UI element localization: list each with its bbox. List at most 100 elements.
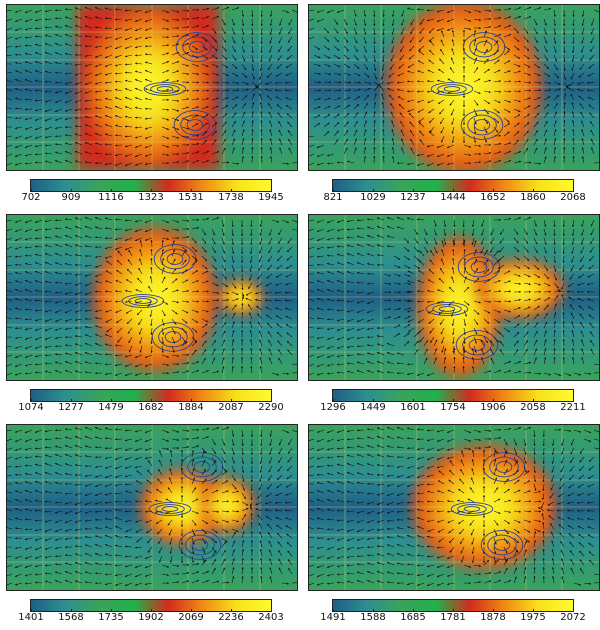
map-panel-1: 702 909 1116 1323 1531 1738 1945 xyxy=(6,4,298,210)
colorbar-tick: 2087 xyxy=(218,402,243,413)
colorbar-tick-mark xyxy=(191,609,192,612)
colorbar-tick-mark xyxy=(373,399,374,402)
colorbar-tick: 2068 xyxy=(560,192,585,203)
colorbar-tick-mark xyxy=(191,399,192,402)
field-map-svg xyxy=(7,215,297,380)
hot-region xyxy=(77,5,219,170)
colorbar-tick: 1682 xyxy=(138,402,163,413)
colorbar-tick: 1296 xyxy=(320,402,345,413)
colorbar-ticks: 1401 1568 1735 1902 2069 2236 2403 xyxy=(30,612,272,626)
field-map-svg xyxy=(7,5,297,170)
colorbar-tick-mark xyxy=(333,609,334,612)
colorbar-tick: 1491 xyxy=(320,612,345,623)
colorbar-tick: 1945 xyxy=(258,192,283,203)
colorbar-tick-mark xyxy=(453,189,454,192)
colorbar-tick: 1754 xyxy=(440,402,465,413)
colorbar-tick-mark xyxy=(413,609,414,612)
colorbar-tick-mark xyxy=(191,189,192,192)
colorbar-tick-mark xyxy=(31,609,32,612)
colorbar-tick: 1074 xyxy=(18,402,43,413)
colorbar-tick: 821 xyxy=(323,192,342,203)
colorbar-tick-mark xyxy=(453,609,454,612)
field-map xyxy=(6,4,298,171)
colorbar-tick: 1735 xyxy=(98,612,123,623)
colorbar-tick-mark xyxy=(271,399,272,402)
colorbar-tick: 2236 xyxy=(218,612,243,623)
colorbar-tick: 1685 xyxy=(400,612,425,623)
colorbar-tick: 1444 xyxy=(440,192,465,203)
colorbar-tick: 1401 xyxy=(18,612,43,623)
map-panel-2: 821 1029 1237 1444 1652 1860 2068 xyxy=(308,4,600,210)
colorbar-tick: 909 xyxy=(61,192,80,203)
colorbar-tick-mark xyxy=(31,399,32,402)
colorbar-tick-mark xyxy=(271,189,272,192)
colorbar-ticks: 821 1029 1237 1444 1652 1860 2068 xyxy=(332,192,574,206)
colorbar-tick-mark xyxy=(71,399,72,402)
field-map xyxy=(308,424,600,591)
colorbar-tick: 1878 xyxy=(480,612,505,623)
colorbar-tick-mark xyxy=(493,189,494,192)
colorbar-tick-mark xyxy=(573,609,574,612)
colorbar-tick-mark xyxy=(573,189,574,192)
colorbar-tick: 1116 xyxy=(98,192,123,203)
map-panel-5: 1401 1568 1735 1902 2069 2236 2403 xyxy=(6,424,298,630)
colorbar-tick: 1588 xyxy=(360,612,385,623)
colorbar-tick-mark xyxy=(31,189,32,192)
colorbar-tick: 2058 xyxy=(520,402,545,413)
colorbar-tick-mark xyxy=(71,189,72,192)
colorbar-tick: 2072 xyxy=(560,612,585,623)
colorbar-ticks: 702 909 1116 1323 1531 1738 1945 xyxy=(30,192,272,206)
colorbar-tick-mark xyxy=(111,189,112,192)
colorbar-ticks: 1074 1277 1479 1682 1884 2087 2290 xyxy=(30,402,272,416)
colorbar-tick: 1601 xyxy=(400,402,425,413)
colorbar-tick-mark xyxy=(533,609,534,612)
colorbar-tick: 1884 xyxy=(178,402,203,413)
colorbar-tick-mark xyxy=(111,399,112,402)
field-map-svg xyxy=(309,5,599,170)
colorbar-tick-mark xyxy=(373,609,374,612)
colorbar-tick-mark xyxy=(231,399,232,402)
colorbar-tick: 1277 xyxy=(58,402,83,413)
colorbar-tick-mark xyxy=(453,399,454,402)
colorbar-tick-mark xyxy=(151,399,152,402)
field-map-svg xyxy=(309,215,599,380)
field-map-svg xyxy=(309,425,599,590)
colorbar-tick: 2290 xyxy=(258,402,283,413)
colorbar-tick: 1029 xyxy=(360,192,385,203)
colorbar-tick-mark xyxy=(333,399,334,402)
colorbar-tick: 1652 xyxy=(480,192,505,203)
colorbar-tick-mark xyxy=(151,189,152,192)
map-panel-6: 1491 1588 1685 1781 1878 1975 2072 xyxy=(308,424,600,630)
colorbar-tick: 1860 xyxy=(520,192,545,203)
colorbar-tick-mark xyxy=(373,189,374,192)
colorbar-tick-mark xyxy=(231,189,232,192)
colorbar-tick-mark xyxy=(71,609,72,612)
field-map-svg xyxy=(7,425,297,590)
colorbar-tick-mark xyxy=(151,609,152,612)
colorbar-tick-mark xyxy=(413,189,414,192)
colorbar-tick: 1479 xyxy=(98,402,123,413)
colorbar-tick-mark xyxy=(413,399,414,402)
colorbar-tick-mark xyxy=(333,189,334,192)
colorbar-tick: 1449 xyxy=(360,402,385,413)
colorbar-tick-mark xyxy=(493,399,494,402)
colorbar-tick-mark xyxy=(231,609,232,612)
field-map xyxy=(308,4,600,171)
colorbar-tick: 1323 xyxy=(138,192,163,203)
colorbar-tick: 1975 xyxy=(520,612,545,623)
colorbar-tick: 702 xyxy=(21,192,40,203)
colorbar-tick-mark xyxy=(533,399,534,402)
colorbar-tick: 1738 xyxy=(218,192,243,203)
colorbar-tick: 1568 xyxy=(58,612,83,623)
colorbar-tick: 1902 xyxy=(138,612,163,623)
colorbar-tick: 1906 xyxy=(480,402,505,413)
colorbar-ticks: 1491 1588 1685 1781 1878 1975 2072 xyxy=(332,612,574,626)
colorbar-ticks: 1296 1449 1601 1754 1906 2058 2211 xyxy=(332,402,574,416)
colorbar-tick: 1237 xyxy=(400,192,425,203)
colorbar-tick: 2211 xyxy=(560,402,585,413)
map-panel-3: 1074 1277 1479 1682 1884 2087 2290 xyxy=(6,214,298,420)
colorbar-tick: 1531 xyxy=(178,192,203,203)
map-panel-4: 1296 1449 1601 1754 1906 2058 2211 xyxy=(308,214,600,420)
colorbar-tick-mark xyxy=(573,399,574,402)
colorbar-tick-mark xyxy=(111,609,112,612)
